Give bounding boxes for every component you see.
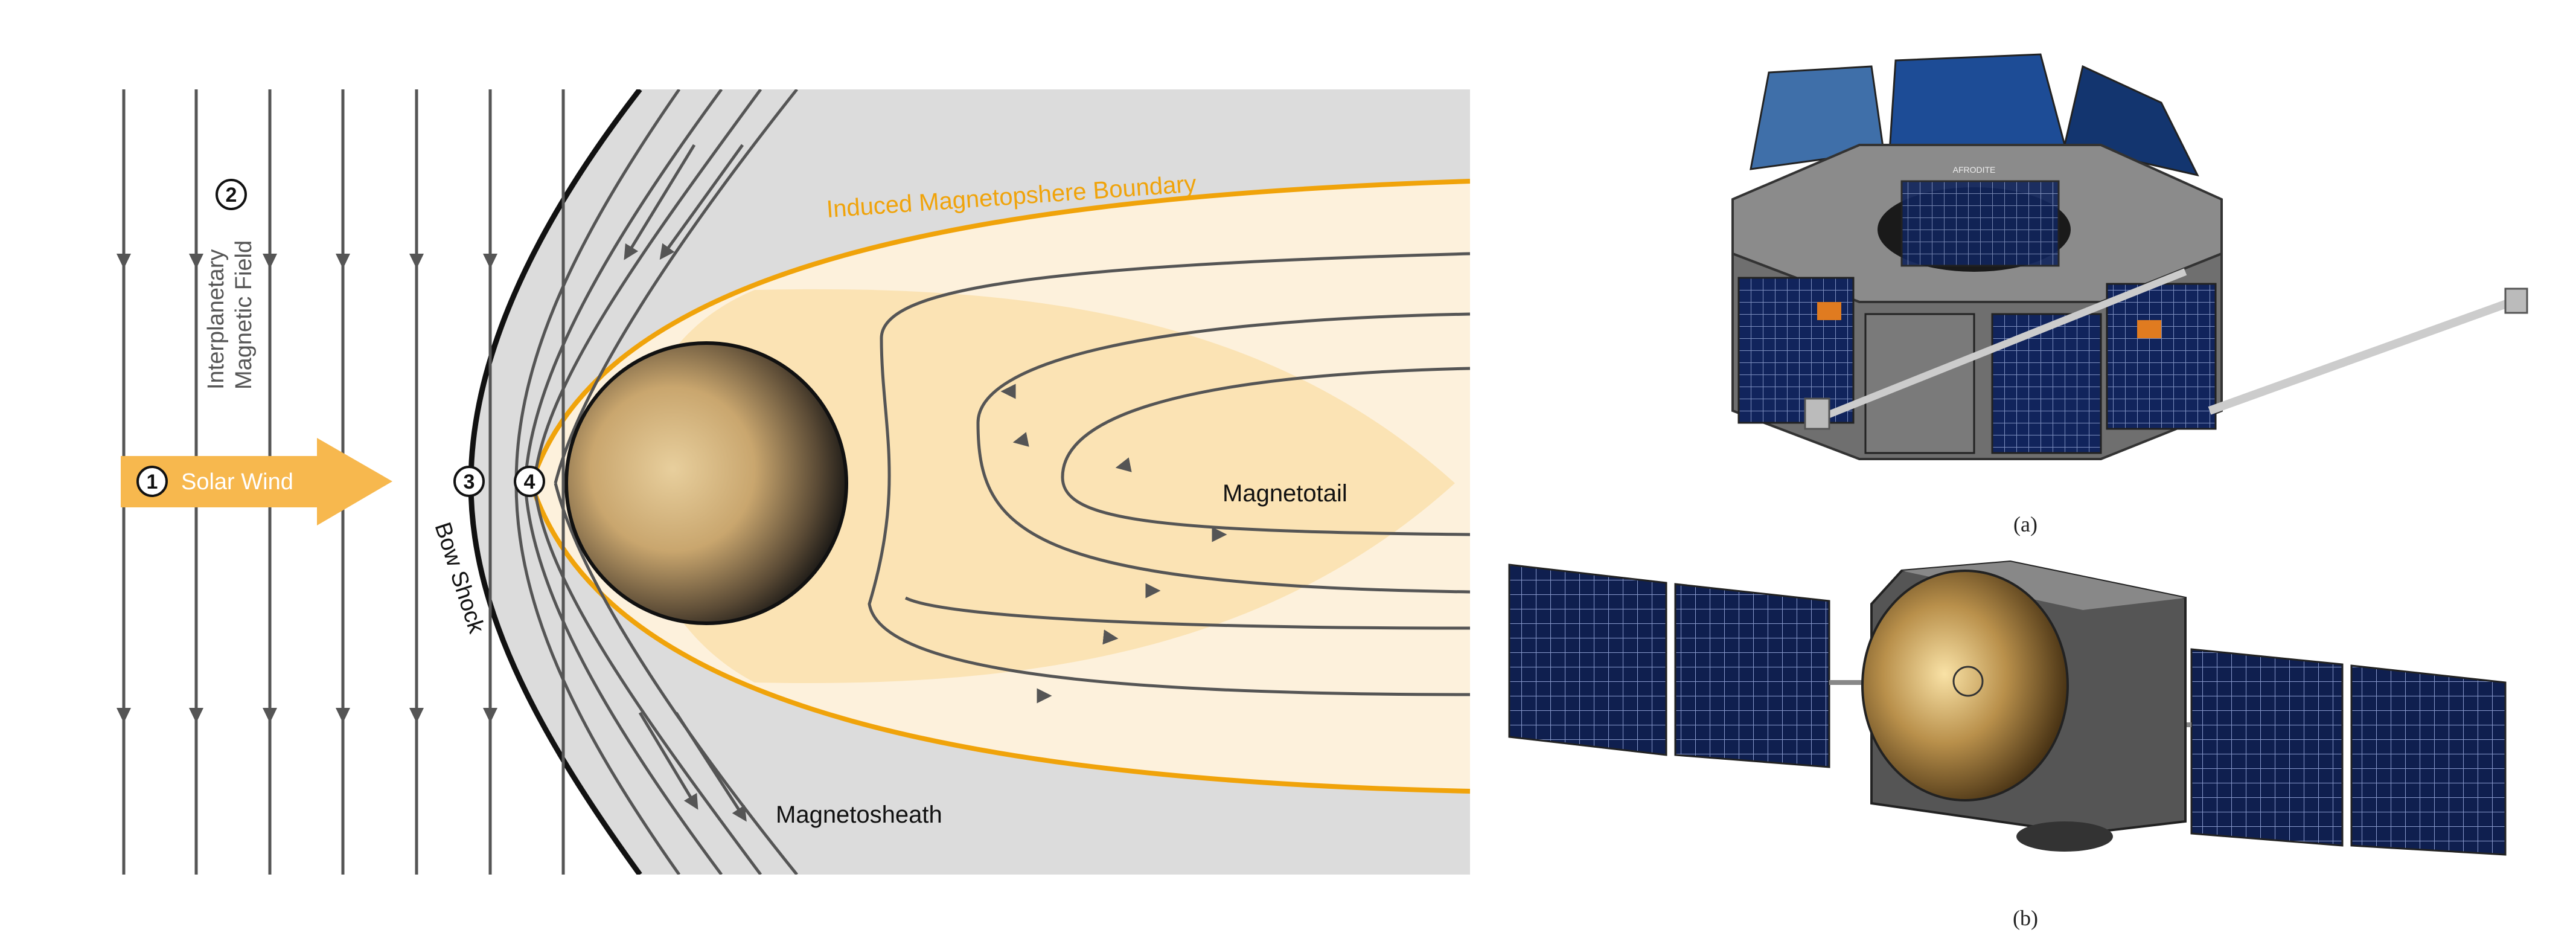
caption-b: (b) — [2013, 906, 2038, 930]
spacecraft-logo: AFRODITE — [1953, 165, 1996, 175]
svg-text:3: 3 — [464, 470, 475, 493]
caption-a: (a) — [2013, 512, 2037, 536]
imf-label-line1: Interplanetary — [203, 249, 229, 390]
venus-magnetosphere-diagram: 1 Solar Wind 2 Interplanetary Magnetic F… — [117, 89, 1470, 875]
svg-text:1: 1 — [147, 470, 158, 493]
svg-text:2: 2 — [226, 184, 237, 207]
marker-3: 3 — [453, 466, 485, 497]
marker-4: 4 — [514, 466, 545, 497]
svg-text:4: 4 — [524, 470, 535, 493]
solar-wind-arrow — [121, 438, 392, 525]
antenna-dish — [1861, 570, 2069, 801]
marker-1: 1 — [136, 466, 168, 497]
venus-planet — [564, 341, 848, 625]
solar-wind-label: Solar Wind — [181, 469, 293, 495]
magnetotail-field-lines — [868, 252, 1470, 704]
magnetotail-label: Magnetotail — [1222, 480, 1347, 507]
spacecraft-b-image — [1508, 560, 2507, 856]
magnetotail-region — [632, 289, 1455, 684]
spacecraft-a-image: AFRODITE — [1731, 53, 2528, 460]
magnetosheath-label: Magnetosheath — [776, 801, 942, 828]
marker-2: 2 — [216, 179, 247, 210]
imf-label-line2: Magnetic Field — [231, 240, 257, 390]
